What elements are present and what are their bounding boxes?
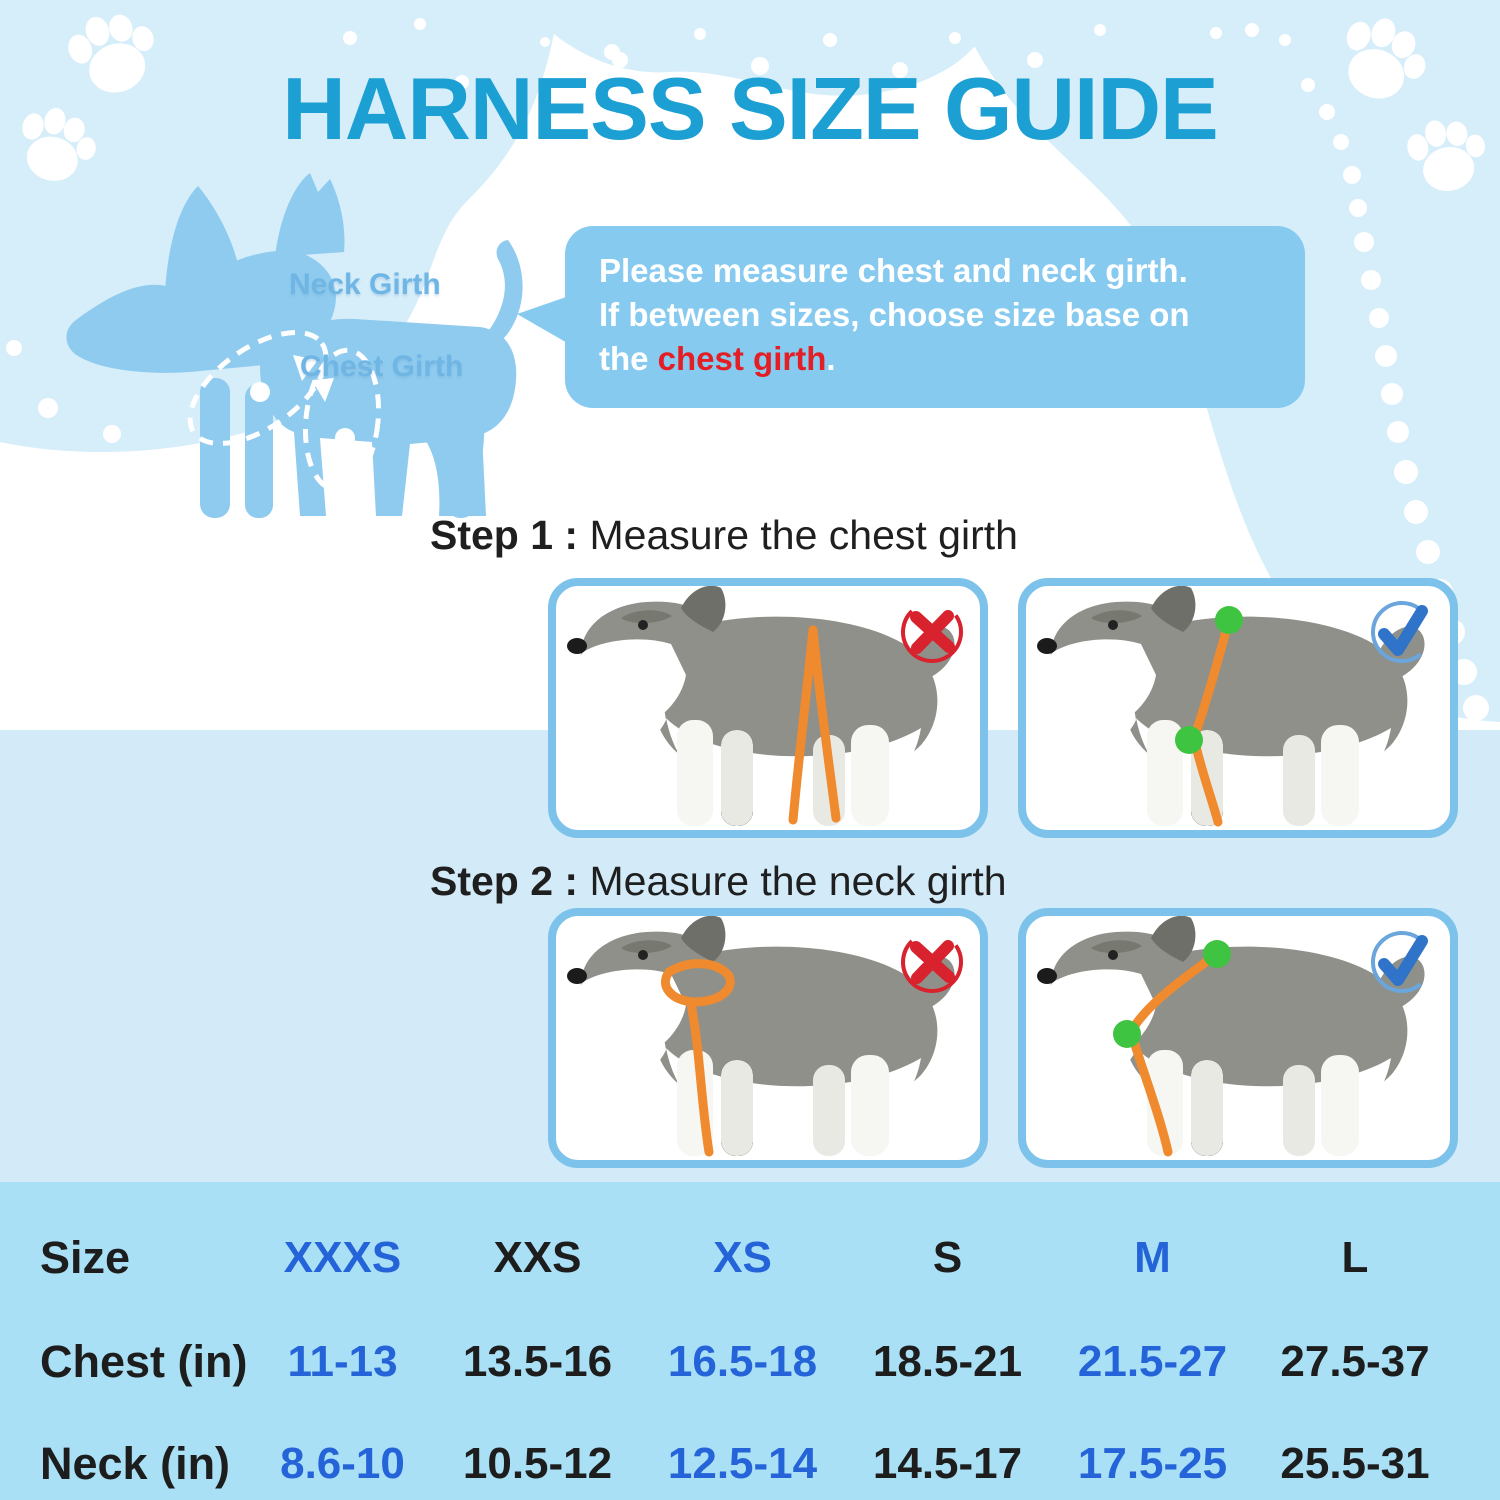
callout-line1: Please measure chest and neck girth. [599, 252, 1188, 289]
page-title: HARNESS SIZE GUIDE [282, 59, 1218, 158]
step2-heading: Step 2 : Measure the neck girth [430, 858, 1007, 904]
dog-photo-wrong-neck [567, 916, 955, 1157]
dot-sprinkle [343, 18, 1106, 89]
table-row-size: Size XXXS XXS XS S M L [20, 1212, 1480, 1304]
step1-heading: Step 1 : Measure the chest girth [430, 512, 1018, 558]
measurement-guides [187, 330, 382, 493]
neck-l: 25.5-31 [1280, 1439, 1430, 1488]
table-band-background [0, 1182, 1500, 1500]
speech-bubble: Please measure chest and neck girth. If … [517, 226, 1305, 408]
speech-bubble-tail [517, 296, 569, 344]
check-icon [1366, 926, 1438, 998]
dog-photo-correct-neck [1037, 916, 1425, 1157]
chest-girth-label: Chest Girth [300, 350, 464, 383]
step1-correct-example-card [1018, 578, 1458, 838]
measure-point-markers [1113, 940, 1231, 1048]
dog-photo-wrong-chest [567, 586, 955, 826]
neck-xs: 12.5-14 [667, 1439, 818, 1488]
chest-xs: 16.5-18 [667, 1337, 818, 1386]
size-col-xxxs: XXXS [283, 1233, 402, 1282]
row-header-size: Size [40, 1232, 131, 1283]
dog-photo-correct-chest [1037, 586, 1425, 827]
check-icon [1366, 596, 1438, 668]
chest-xxs: 13.5-16 [462, 1337, 613, 1386]
table-row-neck: Neck (in) 8.6-10 10.5-12 12.5-14 14.5-17… [20, 1418, 1480, 1500]
row-header-neck: Neck (in) [40, 1438, 231, 1489]
neck-xxxs: 8.6-10 [280, 1439, 405, 1488]
chest-s: 18.5-21 [872, 1337, 1023, 1386]
wrong-icon [896, 596, 968, 668]
chest-xxxs: 11-13 [287, 1337, 398, 1386]
measuring-tape [660, 959, 735, 1157]
size-col-s: S [932, 1233, 963, 1282]
dog-silhouette [66, 173, 523, 518]
table-row-chest: Chest (in) 11-13 13.5-16 16.5-18 18.5-21… [20, 1316, 1480, 1408]
size-col-m: M [1134, 1233, 1171, 1282]
chest-m: 21.5-27 [1077, 1337, 1228, 1386]
chest-girth-highlight: chest girth [657, 339, 827, 377]
step1-wrong-example-card [548, 578, 988, 838]
step2-correct-example-card [1018, 908, 1458, 1168]
size-col-xs: XS [713, 1233, 772, 1282]
size-col-l: L [1341, 1233, 1369, 1282]
neck-girth-label: Neck Girth [289, 268, 441, 301]
step2-wrong-example-card [548, 908, 988, 1168]
wrong-icon [896, 926, 968, 998]
size-col-xxs: XXS [493, 1233, 582, 1282]
chest-l: 27.5-37 [1280, 1337, 1430, 1386]
neck-xxs: 10.5-12 [462, 1439, 613, 1488]
measuring-tape [788, 625, 841, 825]
callout-line3: the chest girth. [599, 339, 836, 377]
neck-m: 17.5-25 [1077, 1439, 1228, 1488]
measure-point-markers [1175, 606, 1243, 754]
neck-s: 14.5-17 [872, 1439, 1023, 1488]
row-header-chest: Chest (in) [40, 1336, 248, 1387]
callout-line2: If between sizes, choose size base on [599, 295, 1190, 333]
